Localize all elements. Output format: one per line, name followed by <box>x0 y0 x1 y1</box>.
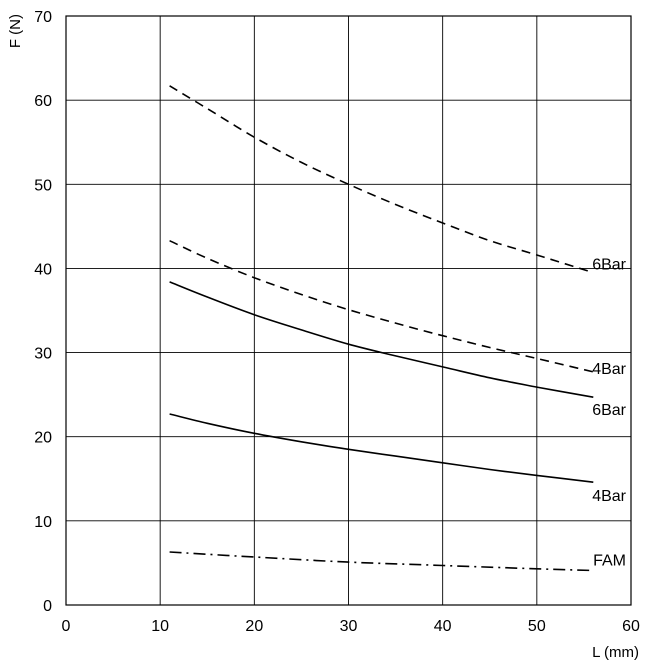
y-tick-label: 0 <box>43 598 52 615</box>
y-tick-label: 30 <box>34 346 52 363</box>
x-tick-label: 50 <box>528 618 546 635</box>
plot-frame <box>65 15 632 606</box>
series-label: 6Bar <box>592 257 626 274</box>
x-tick-label: 10 <box>151 618 169 635</box>
series-line-fam-dash-dot <box>169 551 594 572</box>
x-tick-label: 0 <box>62 618 71 635</box>
y-tick-label: 40 <box>34 261 52 278</box>
x-tick-label: 20 <box>245 618 263 635</box>
x-tick-label: 40 <box>434 618 452 635</box>
series-line-6bar-solid <box>169 281 594 398</box>
tick-labels: 0 10 20 30 40 50 60 0 10 20 30 40 50 60 70 <box>34 9 640 635</box>
x-tick-label: 60 <box>622 618 640 635</box>
series-label: 6Bar <box>592 402 626 419</box>
series-label: 4Bar <box>592 488 626 505</box>
series-line-6bar-dashed <box>169 85 594 274</box>
y-tick-label: 60 <box>34 93 52 110</box>
series-label: 4Bar <box>592 361 626 378</box>
grid <box>66 16 631 605</box>
series-group: 6Bar 4Bar 6Bar 4Bar FAM <box>169 85 627 572</box>
x-axis-label: L (mm) <box>592 644 639 661</box>
series-label: FAM <box>593 553 626 570</box>
x-tick-label: 30 <box>340 618 358 635</box>
y-tick-label: 20 <box>34 430 52 447</box>
y-tick-label: 10 <box>34 514 52 531</box>
series-line-4bar-dashed <box>169 239 594 373</box>
y-tick-label: 70 <box>34 9 52 26</box>
y-tick-label: 50 <box>34 177 52 194</box>
y-axis-label: F (N) <box>7 14 24 48</box>
series-line-4bar-solid <box>169 413 594 483</box>
